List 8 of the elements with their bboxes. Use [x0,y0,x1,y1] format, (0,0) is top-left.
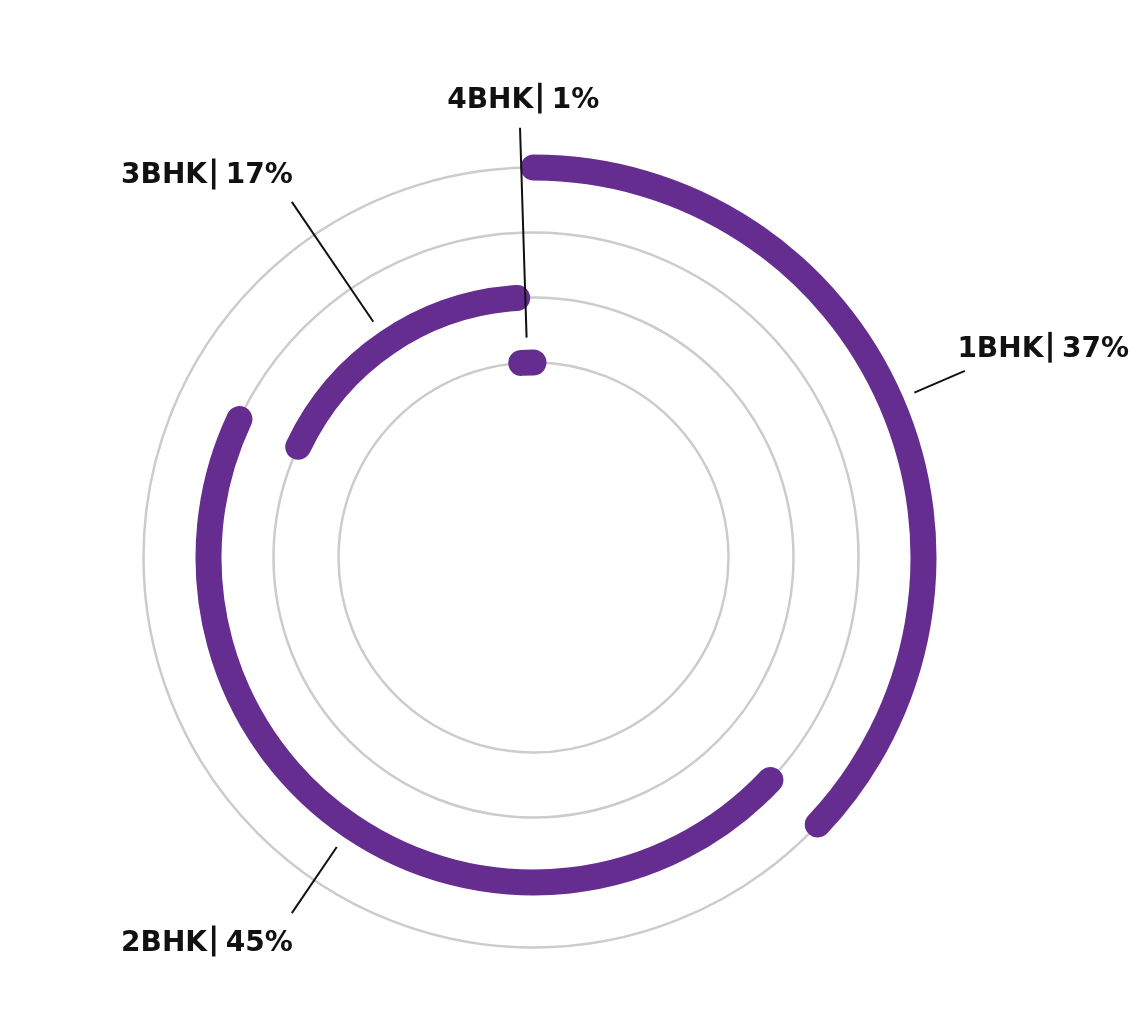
category-label: 3BHK [121,157,209,191]
data-label: 1% [551,81,600,115]
data-label: 45% [225,924,293,958]
category-label: 1BHK [957,330,1045,364]
data-label: 17% [225,157,293,191]
data-label: 37% [1062,330,1130,364]
category-label: 2BHK [121,924,209,958]
category-label: 4BHK [447,81,535,115]
